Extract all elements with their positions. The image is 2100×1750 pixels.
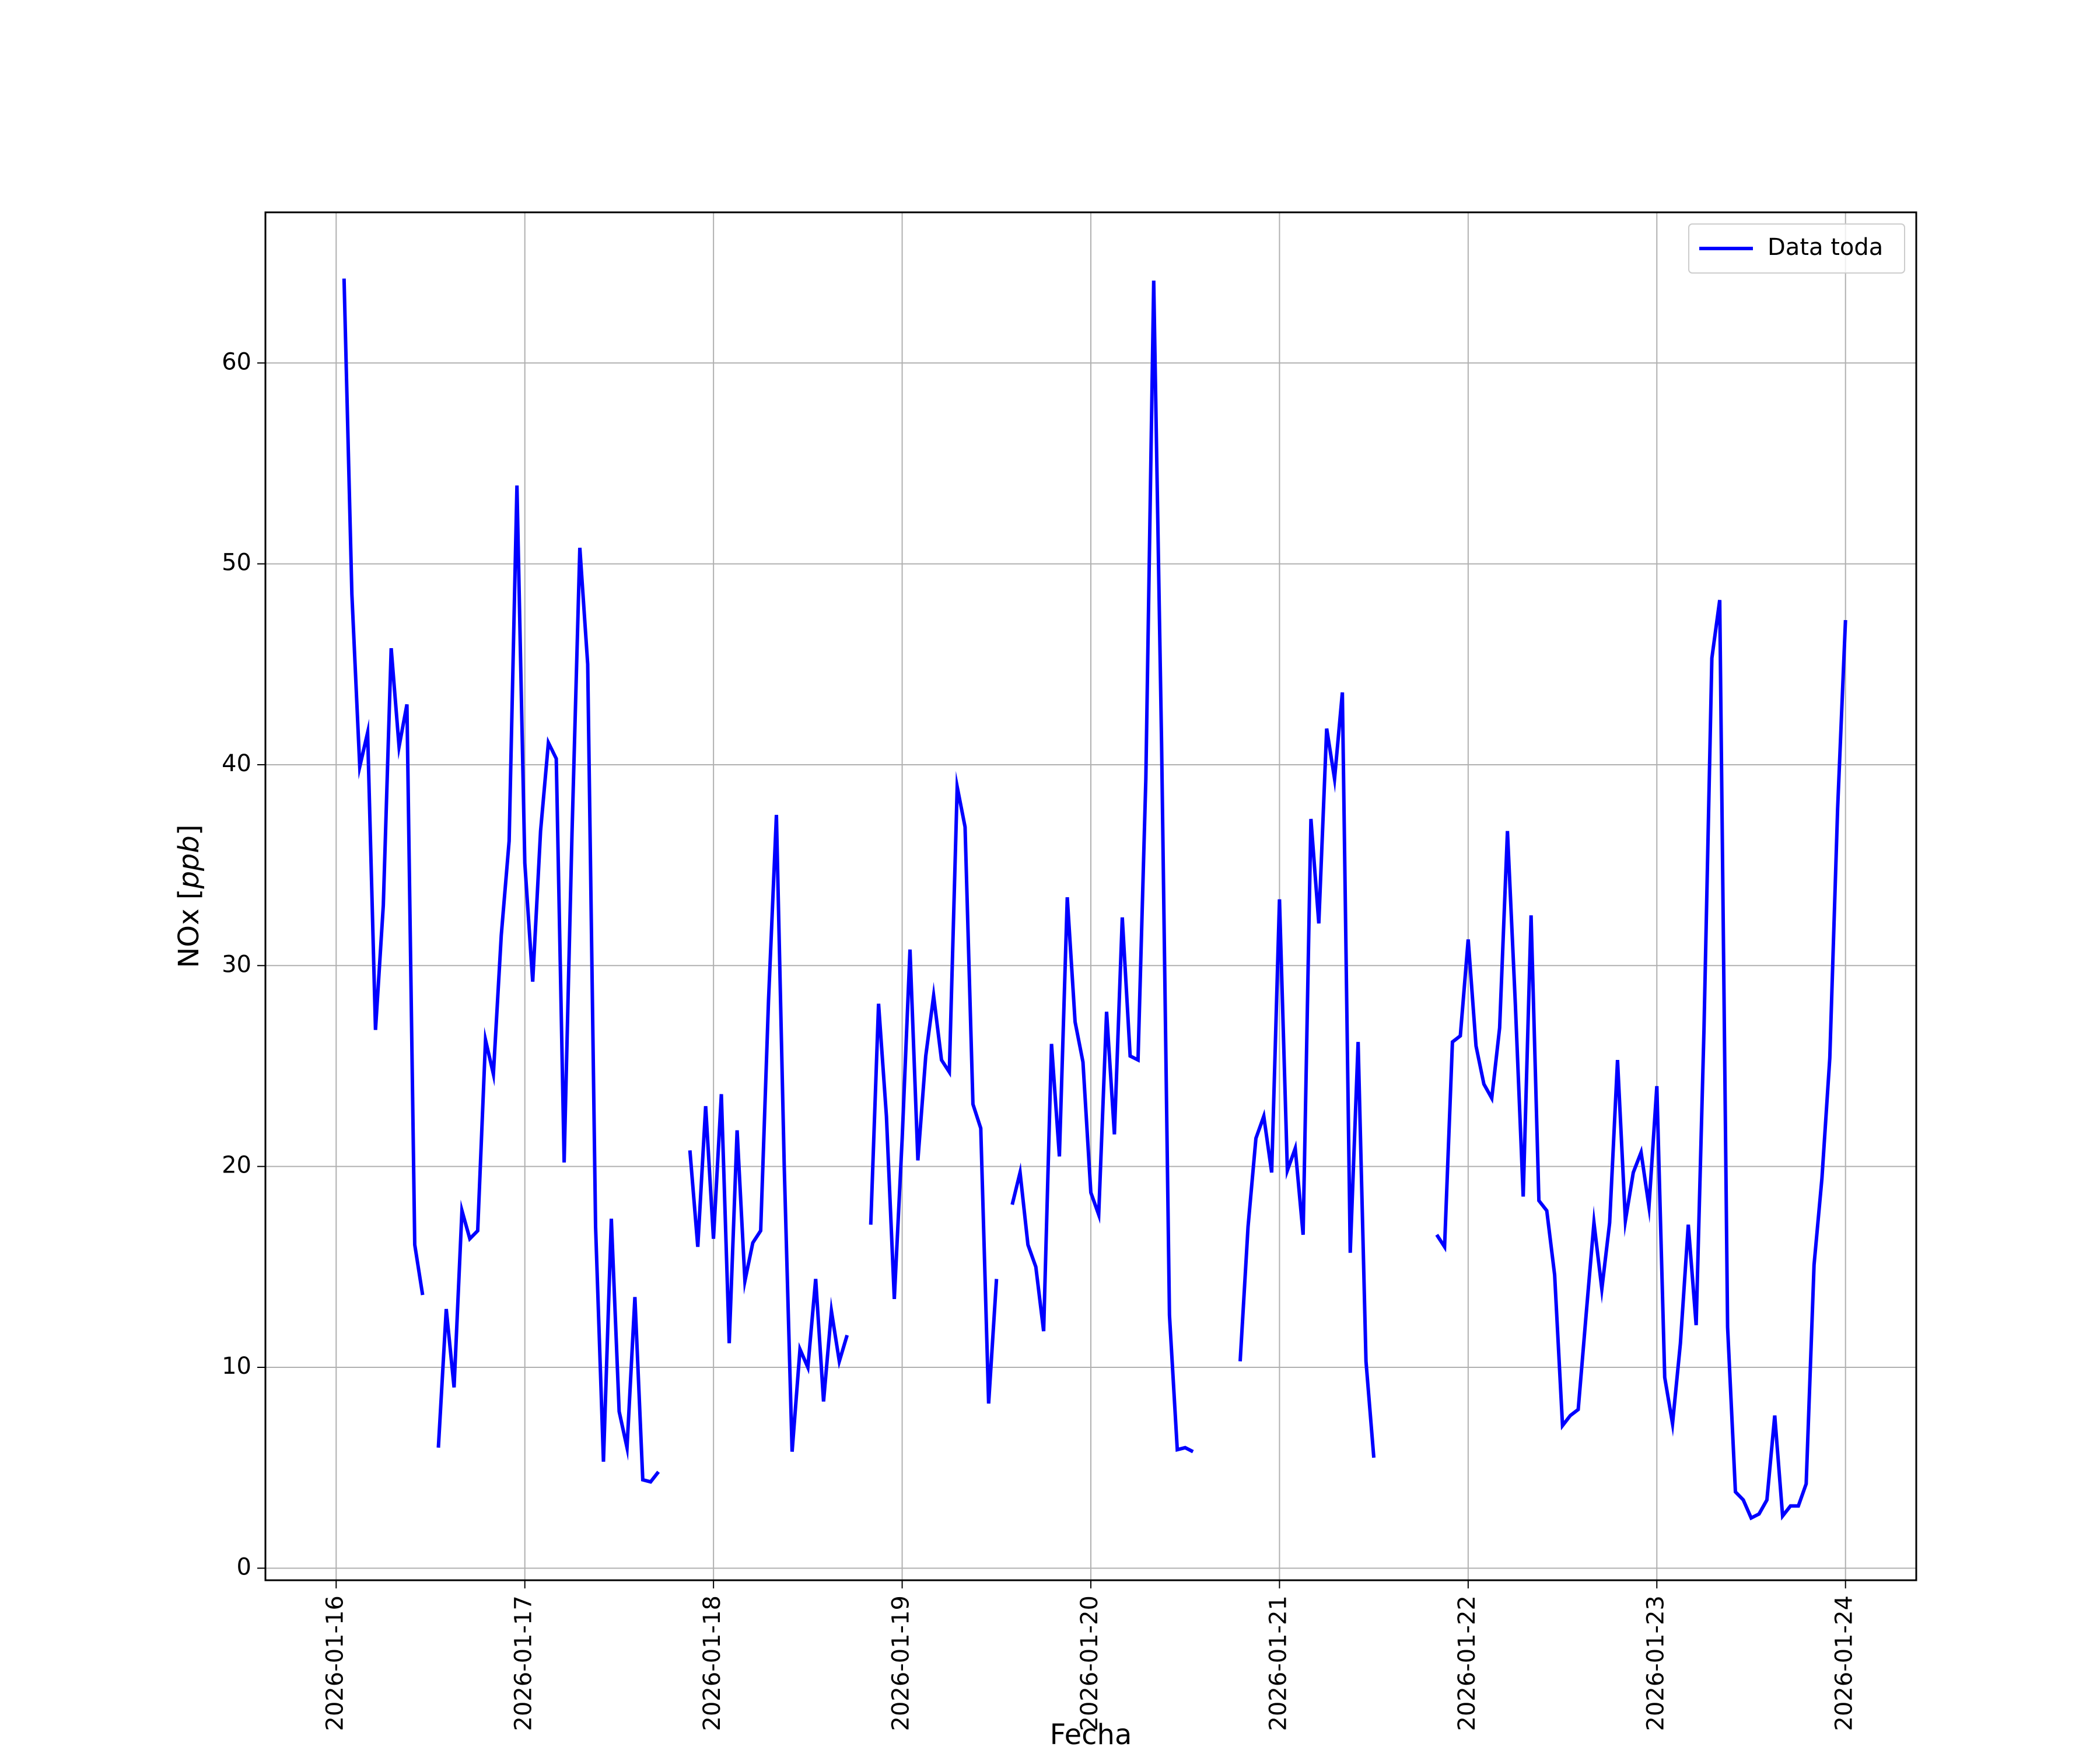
x-tick-label: 2026-01-17 [510,1595,537,1731]
legend: Data toda [1688,223,1905,274]
series-line-segment [436,485,660,1484]
y-tick-label: 50 [222,550,251,576]
x-tick-label: 2026-01-19 [888,1595,915,1731]
legend-box [1688,223,1905,274]
x-tick-label: 2026-01-16 [321,1595,348,1731]
series-line-segment [1238,692,1376,1458]
y-axis-title-suffix: ] [173,824,205,835]
x-tick-label: 2026-01-22 [1454,1595,1480,1731]
series-line-segment [342,278,425,1296]
y-axis-title-math: ppb [173,835,205,889]
x-axis: 2026-01-16 2026-01-17 2026-01-18 2026-01-19… [321,1580,1858,1731]
series-line-segment [1010,281,1194,1454]
series-line-segment [869,771,999,1404]
y-tick-label: 10 [222,1353,251,1380]
x-tick-label: 2026-01-21 [1265,1595,1292,1731]
x-tick-label: 2026-01-24 [1831,1595,1858,1731]
series-line-segment [1435,600,1847,1521]
grid [265,212,1916,1580]
series-data-toda [342,278,1847,1521]
y-tick-label: 30 [222,951,251,978]
x-tick-label: 2026-01-18 [699,1595,726,1731]
x-tick-label: 2026-01-20 [1076,1595,1103,1731]
y-axis-title-prefix: NOx [ [173,889,205,968]
y-tick-label: 60 [222,348,251,375]
y-tick-label: 0 [237,1553,251,1580]
x-tick-label: 2026-01-23 [1642,1595,1669,1731]
x-axis-title: Fecha [1050,1718,1132,1750]
series-line-segment [688,814,849,1452]
y-axis-title: NOx [ppb] [173,824,205,968]
y-tick-label: 20 [222,1152,251,1179]
legend-label: Data toda [1768,234,1883,261]
y-tick-label: 40 [222,750,251,777]
y-axis: 0 10 20 30 40 50 60 [222,348,265,1580]
